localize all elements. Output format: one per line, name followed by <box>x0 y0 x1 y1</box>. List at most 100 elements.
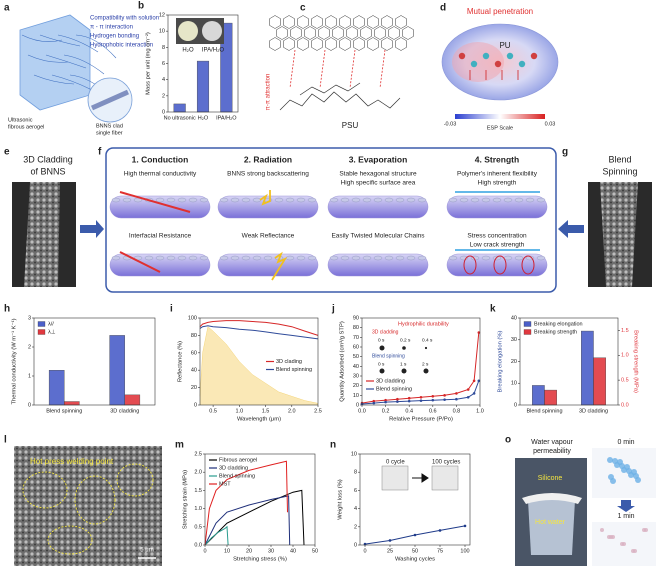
marker <box>419 399 423 402</box>
y-tick-label: 40 <box>511 315 517 321</box>
hexagon <box>360 26 372 40</box>
bnns-sheet <box>514 197 524 203</box>
marker <box>388 539 392 542</box>
hexagon <box>402 26 414 40</box>
bar <box>124 394 141 406</box>
text-label: BNNS strong backscattering <box>227 171 309 178</box>
text-label: -0.03 <box>444 121 457 127</box>
line <box>199 320 319 336</box>
fiber-strand <box>33 74 75 85</box>
weld-point <box>22 471 68 509</box>
text-label: PU <box>499 41 510 50</box>
marker <box>443 394 446 397</box>
bnns-sheet <box>177 197 187 203</box>
bnns-sheet <box>384 255 394 261</box>
heat-arrow <box>119 191 191 213</box>
y-tick-label: 90 <box>353 315 359 321</box>
hexagon <box>290 26 302 40</box>
y-tick-label: 8 <box>354 470 357 476</box>
y-tick-label: 1 <box>28 373 31 379</box>
line <box>361 332 480 404</box>
droplet <box>379 345 385 351</box>
light-bolt <box>271 251 288 281</box>
marker <box>477 331 481 334</box>
text-label: 1 min <box>617 513 634 520</box>
bnns-sheet <box>514 255 524 261</box>
x-tick-label: 50 <box>412 548 418 554</box>
bnns-sheet <box>263 255 273 261</box>
panel-label: j <box>331 304 335 315</box>
x-tick-label: 1.0 <box>236 408 244 414</box>
plot-frame <box>204 453 316 546</box>
bnns-sheet <box>155 197 165 203</box>
bullet-text: π - π interaction <box>90 25 133 31</box>
bnns-sheet <box>395 197 405 203</box>
column-heading: 4. Strength <box>475 154 519 164</box>
hexagon <box>395 37 407 51</box>
bnns-sheet <box>340 197 350 203</box>
y-tick-label: 12 <box>159 12 165 18</box>
bar <box>64 401 80 406</box>
bar <box>196 60 210 113</box>
y-tick-label: 0 <box>356 402 359 408</box>
marker <box>372 399 376 403</box>
y2-tick-label: 0.0 <box>621 402 629 408</box>
droplet <box>607 457 613 463</box>
area-line <box>199 326 319 404</box>
x-tick-label: No ultrasonic <box>164 115 196 121</box>
bnns-sheet <box>230 197 240 203</box>
hexagon <box>325 15 337 29</box>
legend-label: 3D cladding <box>219 465 248 471</box>
text-label: ESP Scale <box>487 125 513 131</box>
bnns-sheet <box>177 255 187 261</box>
droplet <box>401 368 407 374</box>
column-heading: 3. Evaporation <box>349 154 408 164</box>
bnns-sheet <box>525 197 535 203</box>
bnns-sheet <box>406 255 416 261</box>
plot-frame <box>167 14 239 113</box>
bnns-sheet <box>417 197 427 203</box>
x-tick-label: 0 <box>203 548 206 554</box>
text-label: 0.4 s <box>422 337 433 343</box>
bullet-text: Hydrogen bonding <box>90 34 139 40</box>
x-axis-label: Washing cycles <box>395 557 435 563</box>
bnns-sheet <box>351 197 361 203</box>
x-tick-label: Blend spinning <box>526 408 562 414</box>
mechanism-box <box>105 147 557 293</box>
line <box>204 525 229 546</box>
panel-label: d <box>440 3 446 14</box>
y-tick-label: 0 <box>194 402 197 408</box>
x-tick-label: 3D cladding <box>110 408 139 414</box>
bnns-sheet <box>481 197 491 203</box>
y-tick-label: 10 <box>159 29 165 35</box>
sem-fiber <box>600 182 638 287</box>
arrow <box>412 473 429 483</box>
atom <box>458 52 466 60</box>
line <box>204 460 288 546</box>
plot-frame <box>519 317 619 406</box>
dish <box>202 21 222 41</box>
plot-frame <box>359 453 471 546</box>
y-tick-label: 0.0 <box>194 542 202 548</box>
bnns-sheet <box>230 255 240 261</box>
droplet <box>617 459 623 465</box>
text-label: single fiber <box>96 130 123 136</box>
x-tick-label: 20 <box>246 548 252 554</box>
bullet-text: Compatibility with solution <box>90 16 159 22</box>
text-label: IPA/H₂O <box>202 48 225 54</box>
y2-tick-label: 0.5 <box>621 378 629 384</box>
heat-arrow <box>119 251 161 273</box>
y-axis-label: Breaking elongation (%) <box>498 330 504 392</box>
marker <box>407 396 411 400</box>
legend-label: Blend spinning <box>376 386 412 392</box>
fiber-strand <box>57 34 99 53</box>
bar <box>109 335 125 406</box>
area-fill <box>200 326 318 405</box>
marker <box>396 400 399 403</box>
plot-frame <box>199 317 319 406</box>
x-axis-label: Relative Pressure (P/Po) <box>389 417 453 423</box>
y-tick-label: 0 <box>28 402 31 408</box>
x-tick-label: 0.8 <box>453 408 461 414</box>
y-tick-label: 2.0 <box>194 470 202 476</box>
legend-label: λ// <box>48 321 54 327</box>
